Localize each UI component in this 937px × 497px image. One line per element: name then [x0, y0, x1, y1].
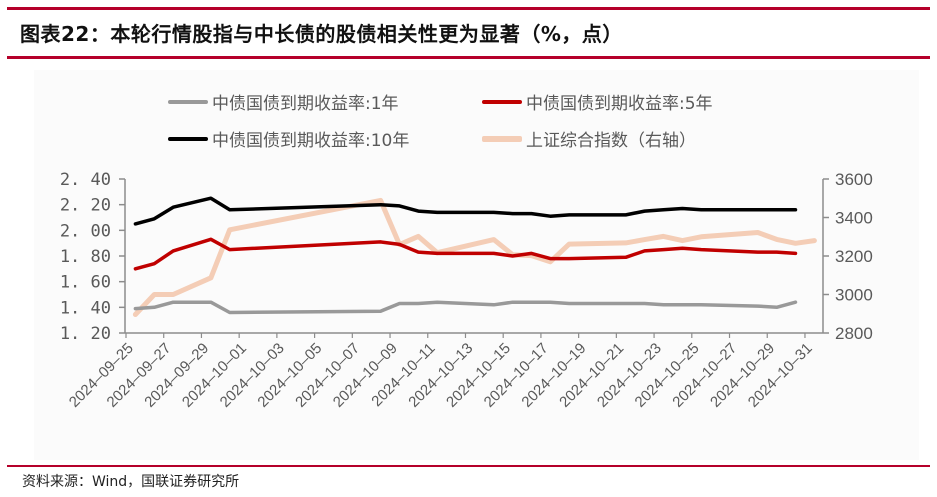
left-y-tick-label: 2. 40 — [60, 170, 111, 190]
left-y-tick-label: 2. 00 — [60, 221, 111, 241]
left-y-tick-label: 1. 60 — [60, 273, 111, 293]
legend-item-sse: 上证综合指数（右轴） — [482, 126, 696, 151]
legend-swatch-10y — [168, 136, 208, 141]
right-y-tick-label: 3600 — [835, 170, 873, 189]
left-y-tick-label: 1. 80 — [60, 247, 111, 267]
chart-title: 图表22：本轮行情股指与中长债的股债相关性更为显著（%，点） — [20, 22, 623, 46]
legend-swatch-1y — [168, 99, 208, 104]
right-y-tick-label: 2800 — [835, 324, 873, 343]
legend-label-sse: 上证综合指数（右轴） — [526, 131, 696, 151]
chart-panel — [34, 70, 919, 460]
right-y-tick-label: 3000 — [835, 286, 873, 305]
series-line-1 — [133, 237, 798, 271]
legend-swatch-sse — [482, 135, 522, 142]
series-line-2 — [133, 196, 798, 226]
footer-rule — [7, 465, 930, 467]
title-bottom-rule — [7, 56, 930, 59]
legend-label-5y: 中债国债到期收益率:5年 — [526, 94, 713, 114]
right-y-tick-label: 3400 — [835, 209, 873, 228]
source-note: 资料来源：Wind，国联证券研究所 — [22, 474, 240, 490]
title-top-rule — [7, 7, 930, 10]
left-y-tick-label: 1. 20 — [60, 324, 111, 344]
legend-swatch-5y — [482, 99, 522, 104]
legend-item-5y: 中债国债到期收益率:5年 — [482, 89, 713, 114]
chart-lines — [132, 196, 817, 317]
legend-item-10y: 中债国债到期收益率:10年 — [168, 126, 409, 151]
left-y-tick-label: 1. 40 — [60, 298, 111, 318]
legend-item-1y: 中债国债到期收益率:1年 — [168, 89, 399, 114]
series-line-3 — [132, 197, 817, 317]
left-y-tick-label: 2. 20 — [60, 196, 111, 216]
series-line-0 — [133, 300, 798, 315]
legend-label-10y: 中债国债到期收益率:10年 — [212, 131, 410, 151]
legend-label-1y: 中债国债到期收益率:1年 — [212, 94, 399, 114]
right-y-tick-label: 3200 — [835, 247, 873, 266]
